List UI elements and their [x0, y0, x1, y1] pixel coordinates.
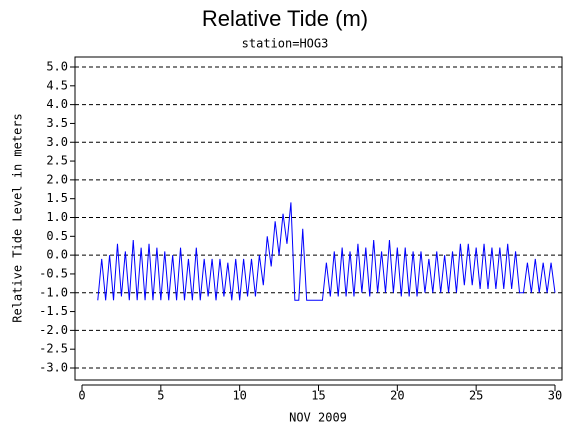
x-tick-label: 10	[232, 389, 246, 403]
chart-subtitle: station=HOG3	[242, 37, 329, 51]
x-tick-label: 30	[548, 389, 562, 403]
y-tick-label: -2.0	[39, 323, 68, 337]
y-tick-label: 3.0	[46, 135, 68, 149]
tide-line	[97, 202, 556, 301]
y-tick-label: -1.0	[39, 285, 68, 299]
x-tick-label: 0	[78, 389, 85, 403]
x-tick-label: 5	[157, 389, 164, 403]
y-tick-label: 0.0	[46, 248, 68, 262]
y-tick-label: -0.5	[39, 266, 68, 280]
x-axis-label: NOV 2009	[289, 411, 347, 425]
y-tick-label: -2.5	[39, 342, 68, 356]
plot-frame	[74, 56, 563, 381]
y-tick-label: 4.5	[46, 78, 68, 92]
y-tick-label: -3.0	[39, 361, 68, 375]
y-tick-label: 0.5	[46, 229, 68, 243]
y-tick-label: 1.0	[46, 210, 68, 224]
y-tick-label: 4.0	[46, 97, 68, 111]
chart-title: Relative Tide (m)	[202, 6, 368, 31]
x-tick-label: 25	[469, 389, 483, 403]
y-tick-label: 2.0	[46, 172, 68, 186]
y-tick-label: 3.5	[46, 116, 68, 130]
y-axis-label: Relative Tide Level in meters	[11, 113, 25, 323]
y-tick-label: 5.0	[46, 60, 68, 74]
y-tick-label: 2.5	[46, 154, 68, 168]
y-tick-label: -1.5	[39, 304, 68, 318]
x-tick-label: 15	[311, 389, 325, 403]
x-tick-label: 20	[390, 389, 404, 403]
y-tick-label: 1.5	[46, 191, 68, 205]
